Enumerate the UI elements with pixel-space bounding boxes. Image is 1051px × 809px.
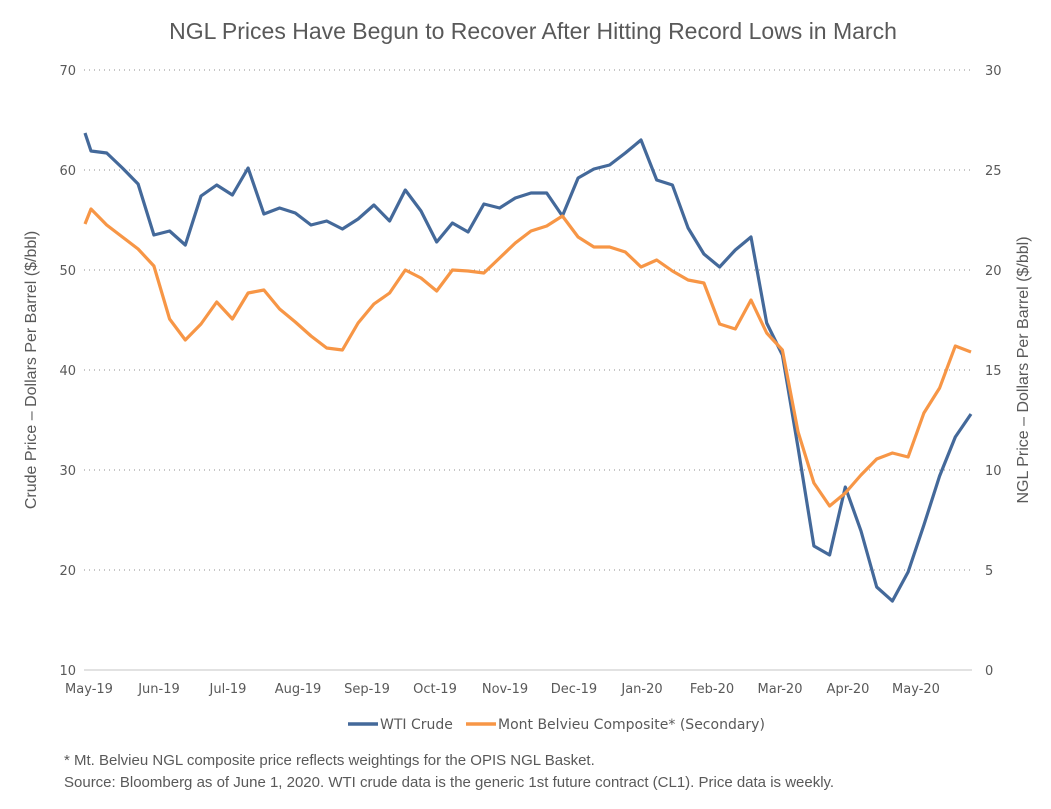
y-tick-label: 50 (59, 264, 76, 279)
gridlines (84, 69, 972, 671)
x-tick-label: Oct-19 (413, 682, 457, 697)
legend: WTI Crude Mont Belvieu Composite* (Secon… (348, 717, 765, 733)
series-line-wti (83, 132, 973, 603)
footnote-source: Source: Bloomberg as of June 1, 2020. WT… (64, 774, 835, 791)
legend-label-wti: WTI Crude (380, 717, 453, 733)
y2-axis-title: NGL Price – Dollars Per Barrel ($/bbl) (1015, 236, 1032, 503)
y2-tick-label: 20 (985, 264, 1002, 279)
x-tick-label: Mar-20 (758, 682, 803, 697)
x-tick-label: Feb-20 (690, 682, 734, 697)
x-tick-label: Aug-19 (275, 682, 322, 697)
x-tick-label: Dec-19 (551, 682, 597, 697)
y2-tick-label: 25 (985, 164, 1002, 179)
y-tick-label: 30 (59, 464, 76, 479)
y-tick-label: 20 (59, 564, 76, 579)
y2-axis-ticks: 0 5 10 15 20 25 30 (985, 64, 1002, 679)
x-tick-label: May-19 (65, 682, 113, 697)
y2-tick-label: 0 (985, 664, 993, 679)
x-tick-label: Apr-20 (827, 682, 870, 697)
y2-tick-label: 30 (985, 64, 1002, 79)
legend-label-ngl: Mont Belvieu Composite* (Secondary) (498, 717, 765, 733)
series-line-ngl (83, 207, 972, 508)
x-tick-label: Nov-19 (482, 682, 528, 697)
y-tick-label: 40 (59, 364, 76, 379)
footnote-composite: * Mt. Belvieu NGL composite price reflec… (64, 752, 595, 769)
y-axis-ticks: 10 20 30 40 50 60 70 (59, 64, 76, 679)
x-tick-label: Jun-19 (137, 682, 180, 697)
x-tick-label: Jul-19 (209, 682, 247, 697)
x-tick-label: Jan-20 (620, 682, 662, 697)
y-axis-title: Crude Price – Dollars Per Barrel ($/bbl) (23, 231, 40, 509)
x-tick-label: Sep-19 (344, 682, 390, 697)
chart-title: NGL Prices Have Begun to Recover After H… (169, 18, 897, 44)
y2-tick-label: 10 (985, 464, 1002, 479)
y2-tick-label: 15 (985, 364, 1002, 379)
series-lines (83, 132, 973, 603)
x-axis-ticks: May-19 Jun-19 Jul-19 Aug-19 Sep-19 Oct-19 Nov-… (65, 682, 940, 697)
y-tick-label: 60 (59, 164, 76, 179)
y2-tick-label: 5 (985, 564, 993, 579)
x-tick-label: May-20 (892, 682, 940, 697)
y-tick-label: 70 (59, 64, 76, 79)
y-tick-label: 10 (59, 664, 76, 679)
